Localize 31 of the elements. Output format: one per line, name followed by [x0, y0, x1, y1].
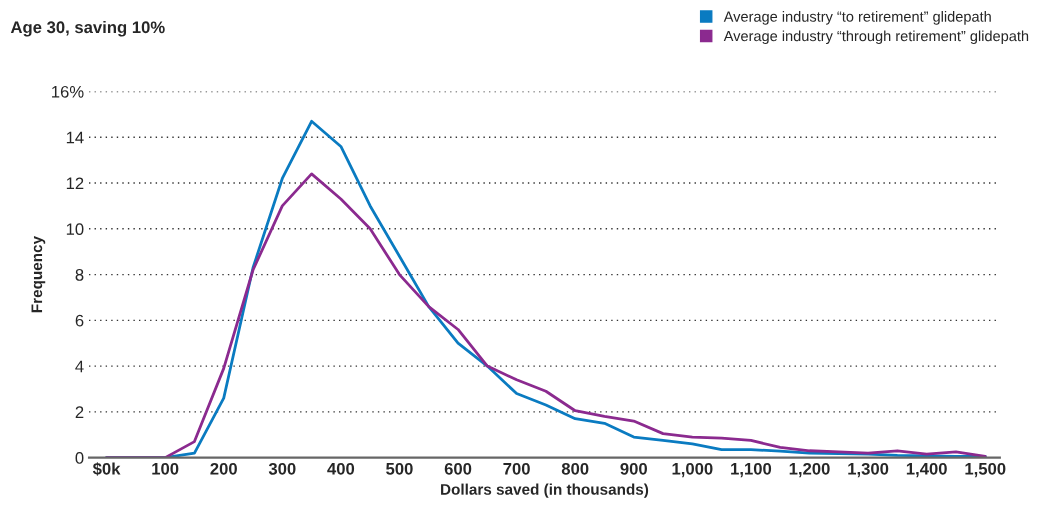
x-tick-label: 600: [444, 462, 472, 475]
y-tick-label: 0: [75, 452, 84, 464]
x-tick-label: 1,000: [672, 462, 713, 478]
x-tick-label: 800: [561, 462, 589, 475]
x-tick-label: 500: [386, 462, 413, 475]
legend-label: Average industry “through retirement” glidepath: [723, 30, 1029, 45]
y-tick-label: 8: [75, 268, 84, 281]
x-tick-label: 1,100: [731, 462, 772, 478]
x-axis-title: Dollars saved (in thousands): [441, 483, 649, 498]
x-tick-label: 1,300: [848, 462, 889, 478]
x-tick-label: 1,500: [965, 462, 1006, 478]
x-tick-label: 1,400: [906, 462, 947, 478]
line-series: [105, 172, 987, 458]
x-tick-label: 700: [503, 462, 530, 475]
x-tick-label: 400: [327, 462, 355, 475]
y-tick-label: 10: [66, 223, 84, 236]
y-tick-label: 14: [66, 131, 84, 144]
y-tick-label: 4: [75, 360, 84, 373]
x-tick-label: 1,200: [789, 462, 830, 478]
y-axis-title: Frequency: [31, 236, 46, 313]
x-tick-label: 100: [152, 462, 179, 475]
y-tick-label: 12: [66, 177, 84, 190]
chart-title: Age 30, saving 10%: [10, 20, 165, 37]
x-tick-label: 300: [268, 462, 296, 475]
x-tick-label: $0k: [92, 462, 121, 476]
x-tick-label: 200: [210, 462, 237, 475]
y-tick-label: 16%: [52, 85, 84, 98]
legend-label: Average industry “to retirement” glidepath: [723, 11, 991, 25]
x-tick-label: 900: [620, 462, 647, 475]
y-tick-label: 6: [75, 314, 84, 327]
y-tick-label: 2: [75, 406, 84, 418]
